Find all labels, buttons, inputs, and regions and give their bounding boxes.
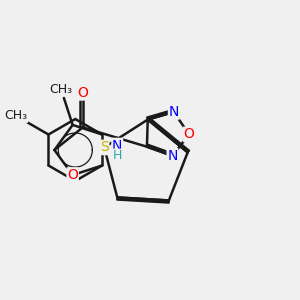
Text: S: S [100, 140, 109, 154]
Text: N: N [112, 139, 122, 153]
Text: O: O [67, 168, 78, 182]
Text: O: O [77, 86, 88, 100]
Text: CH₃: CH₃ [4, 109, 27, 122]
Text: N: N [169, 105, 179, 119]
Text: CH₃: CH₃ [50, 82, 73, 96]
Text: H: H [112, 149, 122, 162]
Text: N: N [167, 149, 178, 163]
Text: O: O [184, 128, 194, 141]
